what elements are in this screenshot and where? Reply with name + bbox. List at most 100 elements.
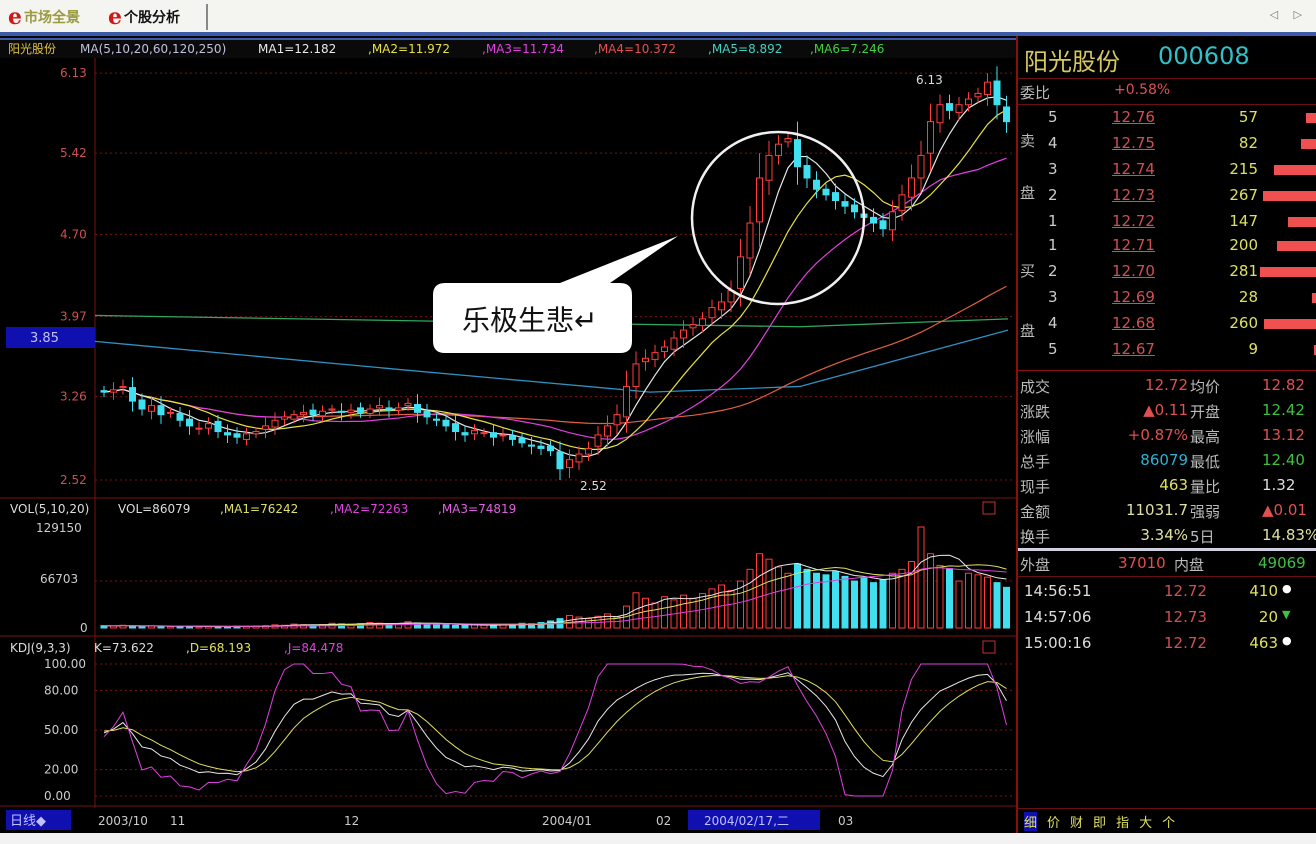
panel-tab[interactable]: 财 [1070, 816, 1084, 831]
order-level: 3 [1048, 288, 1058, 306]
candle [423, 403, 431, 425]
stat-value: ▲0.11 [1143, 401, 1188, 419]
stock-name-label: 阳光股份 [8, 42, 56, 56]
panel-tab[interactable]: 大 [1139, 816, 1153, 831]
stat-label: 强弱 [1190, 503, 1221, 521]
candle [537, 439, 545, 455]
tick-direction-icon: ● [1282, 634, 1292, 647]
candle [794, 121, 801, 185]
vol-close-icon[interactable] [982, 501, 996, 515]
order-level: 2 [1048, 186, 1058, 204]
volume-bar [803, 568, 811, 629]
candle [414, 394, 421, 423]
volume-bar [870, 582, 877, 629]
time-label: 2003/10 [98, 814, 148, 828]
tab-market-overview[interactable]: e 市场全景 [8, 4, 80, 30]
stat-value: 11031.7 [1125, 501, 1188, 519]
kdj-axis-label: 100.00 [44, 657, 86, 671]
candle [328, 404, 336, 415]
candle [642, 349, 649, 371]
order-level: 3 [1048, 160, 1058, 178]
volume-bar [537, 622, 545, 629]
candle [585, 441, 592, 461]
volume-bar [974, 574, 982, 629]
vol-value: VOL=86079 [118, 502, 190, 516]
ma20-line [103, 157, 1007, 440]
kdj-close-icon[interactable] [982, 640, 996, 654]
panel-tab[interactable]: 价 [1047, 816, 1061, 831]
panel-tab[interactable]: 即 [1093, 816, 1107, 831]
order-volume: 281 [1229, 262, 1258, 280]
candle [205, 417, 212, 435]
panel-tab[interactable]: 细 [1024, 812, 1038, 831]
candle [784, 132, 792, 148]
order-volume-bar [1306, 113, 1316, 123]
order-volume: 9 [1248, 340, 1258, 358]
volume-bar [642, 597, 649, 629]
order-volume-bar [1273, 165, 1316, 175]
panel-tab[interactable]: 指 [1116, 816, 1130, 831]
order-volume: 82 [1238, 134, 1258, 152]
outer-value: 37010 [1118, 554, 1166, 572]
candle [157, 396, 165, 424]
volume-bar [651, 602, 659, 629]
candle [604, 415, 611, 447]
kline-chart[interactable]: 阳光股份 MA(5,10,20,60,120,250) MA1=12.182 ,… [0, 36, 1016, 833]
kdj-k-line [103, 672, 1007, 778]
status-bar [0, 833, 1316, 844]
order-price: 12.72 [1112, 212, 1155, 230]
volume-bar [518, 622, 526, 629]
candle [357, 402, 364, 418]
volume-bar [585, 618, 592, 629]
candle [813, 171, 820, 199]
kdj-j: ,J=84.478 [284, 641, 343, 655]
tick-volume: 463 [1249, 634, 1278, 652]
divider [206, 4, 208, 30]
order-volume-bar [1287, 217, 1316, 227]
candle [661, 340, 668, 359]
tick-direction-icon: ▼ [1282, 608, 1291, 621]
candle [433, 413, 440, 427]
ma2-value: ,MA2=11.972 [368, 42, 450, 56]
tab-scroll-arrows[interactable]: ◁ ▷ [1269, 8, 1308, 21]
order-level: 5 [1048, 340, 1058, 358]
volume-bar [775, 566, 782, 629]
candle [499, 428, 507, 442]
kdj-d: ,D=68.193 [186, 641, 251, 655]
period-selector[interactable] [6, 810, 71, 830]
cursor-date: 2004/02/17,二 [704, 814, 789, 828]
candle [214, 414, 222, 439]
volume-bar [965, 572, 972, 629]
tick-price: 12.72 [1164, 582, 1207, 600]
vol-ma1: ,MA1=76242 [220, 502, 298, 516]
candle [556, 441, 564, 480]
candle [756, 153, 763, 247]
ma120-line [94, 329, 1009, 393]
order-level: 4 [1048, 134, 1058, 152]
vol-axis-zero: 0 [80, 621, 88, 635]
kdj-d-line [103, 675, 1007, 773]
tick-time: 15:00:16 [1024, 634, 1092, 652]
stat-label: 量比 [1190, 478, 1221, 496]
tab-stock-analysis[interactable]: e 个股分析 [108, 4, 180, 30]
candle [632, 351, 640, 399]
inner-value: 49069 [1258, 554, 1306, 572]
order-price: 12.71 [1112, 236, 1155, 254]
price-axis-label: 2.52 [60, 473, 87, 487]
low-price-label: 2.52 [580, 479, 607, 493]
candle [148, 397, 155, 420]
volume-bar [908, 561, 915, 629]
volume-bar [138, 625, 146, 629]
volume-bar [433, 623, 440, 629]
candle [252, 427, 260, 439]
volume-bar [889, 572, 896, 629]
panel-tab[interactable]: 个 [1162, 816, 1176, 831]
volume-bar [813, 572, 820, 629]
candle [528, 436, 535, 455]
stat-label: 最低 [1190, 453, 1221, 471]
candle [651, 344, 659, 368]
order-volume-bar [1262, 191, 1316, 201]
candle [461, 425, 469, 442]
candle [167, 406, 174, 418]
sell-side-label: 盘 [1020, 184, 1036, 202]
